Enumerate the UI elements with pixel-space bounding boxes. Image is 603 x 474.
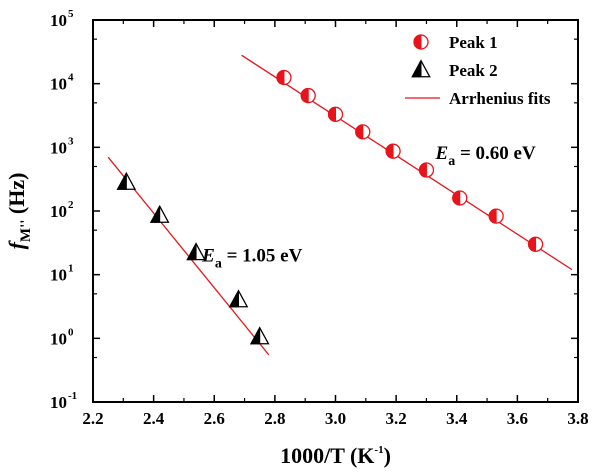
peak2-point [249, 326, 270, 345]
peak2-point [149, 204, 170, 223]
x-tick-label: 2.6 [204, 409, 225, 428]
arrhenius-fit-line [107, 156, 270, 356]
peak2-point [186, 242, 206, 261]
peak2-point [228, 289, 249, 308]
peak1-point [527, 236, 544, 252]
x-tick-label: 3.2 [386, 409, 407, 428]
y-tick-label: 10 [50, 138, 67, 157]
peak1-point [355, 124, 371, 140]
x-tick-label: 2.2 [82, 409, 103, 428]
data-markers [116, 69, 544, 345]
x-tick-label: 3.6 [507, 409, 528, 428]
x-tick-label: 3.0 [325, 409, 346, 428]
axis-ticks [92, 19, 579, 403]
y-tick-exponent: 3 [68, 135, 74, 147]
y-tick-label: 10 [50, 266, 67, 285]
peak2-point [116, 171, 137, 190]
peak1-point [452, 190, 468, 206]
peak1-point [488, 208, 504, 224]
y-tick-exponent: -1 [68, 390, 77, 402]
y-tick-exponent: 5 [68, 8, 74, 20]
y-tick-exponent: 4 [68, 72, 74, 84]
y-tick-label: 10 [50, 329, 67, 348]
legend: Peak 1 Peak 2 Arrhenius fits [405, 33, 551, 108]
legend-circle [413, 34, 429, 50]
y-tick-exponent: 2 [68, 199, 74, 211]
peak1-point [418, 162, 435, 178]
plot-frame [92, 19, 579, 403]
x-tick-label: 3.8 [567, 409, 588, 428]
y-tick-label: 10 [50, 393, 67, 412]
x-axis-label: 1000/T (K-1) [280, 443, 391, 468]
y-tick-exponent: 0 [68, 326, 74, 338]
y-tick-label: 10 [50, 11, 67, 30]
legend-label-peak2: Peak 2 [449, 61, 498, 80]
x-tick-label: 3.4 [446, 409, 468, 428]
activation-energy-peak1: Ea = 0.60 eV [435, 143, 536, 169]
peak1-point [385, 143, 401, 159]
x-tick-label: 2.4 [143, 409, 165, 428]
x-tick-label: 2.8 [264, 409, 285, 428]
y-tick-label: 10 [50, 75, 67, 94]
legend-label-peak1: Peak 1 [449, 33, 498, 52]
y-tick-exponent: 1 [68, 263, 74, 275]
y-tick-label: 10 [50, 202, 67, 221]
arrhenius-fit-line [241, 54, 573, 271]
activation-energy-peak2: Ea = 1.05 eV [201, 246, 302, 272]
y-axis-label: fM'' (Hz) [4, 173, 34, 250]
fit-lines [107, 54, 573, 356]
legend-triangle [411, 59, 431, 78]
legend-marker-peak1 [413, 34, 429, 50]
peak1-point [300, 87, 316, 104]
peak1-point [327, 106, 344, 122]
legend-marker-peak2 [411, 59, 431, 78]
legend-label-fit: Arrhenius fits [449, 89, 551, 108]
peak1-point [276, 69, 292, 86]
